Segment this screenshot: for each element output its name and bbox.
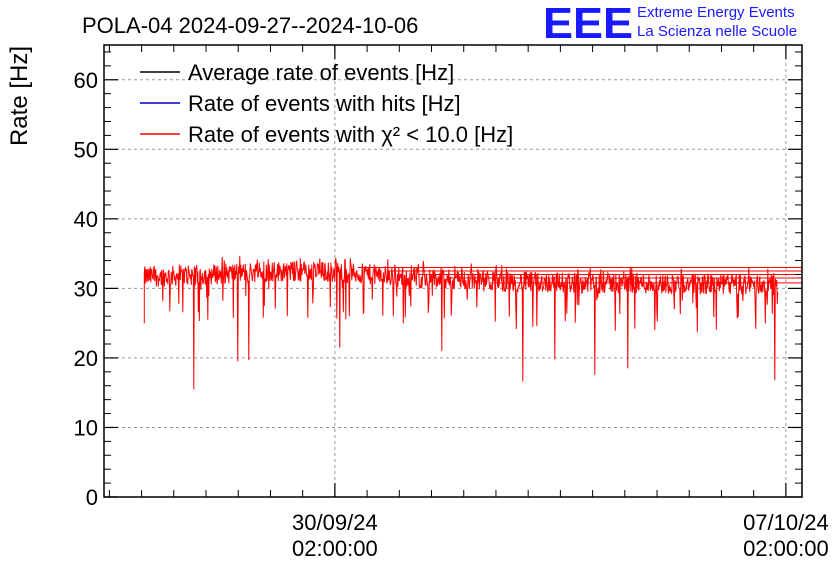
y-tick-label: 40 [74,207,98,232]
legend: Average rate of events [Hz] Rate of event… [140,60,513,147]
eee-logo: EEE [543,2,633,42]
series-line-chi2 [143,255,779,390]
x-tick-time: 02:00:00 [743,536,829,561]
axes: 010203040506030/09/2402:00:0007/10/2402:… [74,45,829,561]
y-tick-label: 10 [74,415,98,440]
logo-line-2: La Scienza nelle Scuole [637,23,798,40]
logo-line-1: Extreme Energy Events [637,4,795,21]
series-group [143,255,802,390]
x-tick-date: 07/10/24 [743,510,829,535]
plot-frame [103,44,803,498]
legend-label: Rate of events with hits [Hz] [188,91,461,116]
x-tick-time: 02:00:00 [292,536,378,561]
logo-text: EEE [543,2,633,42]
legend-label: Average rate of events [Hz] [188,60,454,85]
y-tick-label: 20 [74,346,98,371]
y-tick-label: 30 [74,276,98,301]
y-tick-label: 0 [86,485,98,510]
logo-subtitle: Extreme Energy Events La Scienza nelle S… [637,3,797,41]
grid-lines [104,45,802,497]
x-tick-date: 30/09/24 [292,510,378,535]
chart-title: POLA-04 2024-09-27--2024-10-06 [82,13,418,38]
legend-label: Rate of events with χ² < 10.0 [Hz] [188,122,513,147]
y-tick-label: 50 [74,137,98,162]
y-tick-label: 60 [74,68,98,93]
y-axis-label: Rate [Hz] [6,46,33,146]
